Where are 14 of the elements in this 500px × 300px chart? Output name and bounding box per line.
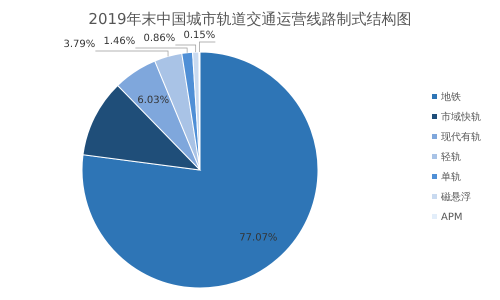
data-label: 0.86% [143,33,176,44]
legend-label: 地铁 [440,91,461,103]
legend-label: 轻轨 [441,151,461,163]
legend-label: APM [441,212,462,223]
legend-label: 单轨 [441,171,461,183]
data-label: 3.79% [63,39,96,50]
data-label: 77.07% [239,232,278,244]
data-label: 6.03% [137,95,170,106]
legend-label: 磁悬浮 [440,191,471,203]
chart-title: 2019年末中国城市轨道交通运营线路制式结构图 [88,10,412,28]
legend-label: 市域快轨 [441,111,481,123]
legend-label: 现代有轨 [441,131,481,143]
data-label: 0.15% [183,30,216,41]
data-label: 1.46% [103,36,136,47]
